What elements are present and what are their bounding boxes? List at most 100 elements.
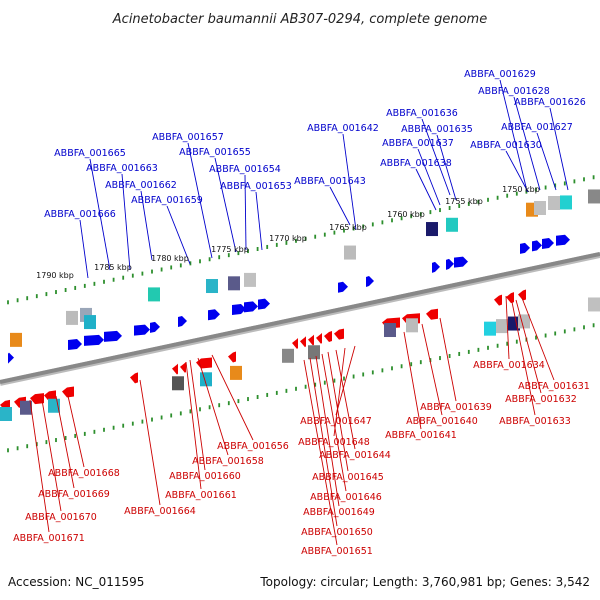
gene-leader-line [139, 379, 161, 506]
reverse-gene-arrow [308, 334, 314, 346]
gene-leader-line [140, 190, 153, 261]
kbp-tick-label: 1780 kbp [151, 254, 189, 263]
reverse-gene-arrow [30, 393, 44, 405]
gene-leader-line [55, 395, 75, 489]
kbp-tick-label: 1775 kbp [211, 245, 249, 254]
gene-leader-line [417, 148, 441, 206]
gene-label: ABBFA_001669 [38, 489, 110, 500]
similarity-block [588, 189, 600, 204]
forward-gene-arrow [542, 238, 554, 250]
gene-label: ABBFA_001662 [105, 180, 177, 191]
similarity-block [496, 319, 508, 334]
gene-label: ABBFA_001666 [44, 209, 116, 220]
genome-stats-text: Topology: circular; Length: 3,760,981 bp… [259, 575, 590, 589]
gene-label: ABBFA_001665 [54, 148, 126, 159]
gene-leader-line [421, 323, 443, 416]
forward-gene-arrow [150, 321, 160, 333]
gene-label: ABBFA_001635 [401, 124, 473, 135]
forward-gene-arrow [134, 324, 150, 336]
forward-gene-arrow [258, 298, 270, 310]
reverse-gene-arrow [334, 328, 344, 340]
gene-label: ABBFA_001643 [294, 176, 366, 187]
gene-labels: 1790 kbp 1785 kbp 1780 kbp 1775 kbp 1770 kbp… [13, 69, 590, 557]
gene-label: ABBFA_001634 [473, 360, 545, 371]
gene-label: ABBFA_001644 [319, 450, 391, 461]
gene-label: ABBFA_001631 [518, 381, 590, 392]
reverse-gene-arrow [518, 289, 526, 301]
gene-leader-line [121, 173, 131, 271]
gene-leader-line [327, 351, 349, 472]
forward-gene-arrow [84, 334, 104, 346]
forward-gene-arrow [178, 316, 187, 328]
similarity-block [426, 222, 438, 237]
forward-gene-arrow [104, 330, 122, 342]
reverse-gene-arrow [506, 292, 514, 304]
gene-label: ABBFA_001633 [499, 416, 571, 427]
gene-label: ABBFA_001646 [310, 492, 382, 503]
similarity-block [20, 400, 32, 415]
gene-label: ABBFA_001649 [303, 507, 375, 518]
similarity-block [148, 287, 160, 302]
gene-leader-line [187, 142, 213, 259]
gene-label: ABBFA_001664 [124, 506, 196, 517]
gene-label: ABBFA_001627 [501, 122, 573, 133]
label-leader-lines [29, 79, 569, 546]
gene-leader-line [333, 347, 346, 437]
gene-leader-line [79, 219, 89, 279]
reverse-gene-arrow [172, 363, 178, 375]
forward-gene-arrow [446, 258, 454, 270]
similarity-block [228, 276, 240, 291]
kbp-tick-label: 1755 kbp [445, 197, 483, 206]
gene-label: ABBFA_001653 [220, 181, 292, 192]
gene-label: ABBFA_001659 [131, 195, 203, 206]
reverse-gene-arrow [228, 351, 236, 363]
gene-label: ABBFA_001640 [406, 416, 478, 427]
gene-leader-line [315, 355, 340, 507]
gene-leader-line [211, 354, 254, 441]
gene-leader-line [41, 399, 62, 512]
forward-gene-arrow [454, 256, 468, 268]
gene-label: ABBFA_001658 [192, 456, 264, 467]
gene-leader-line [415, 168, 437, 211]
gene-leader-line [505, 150, 529, 193]
reverse-gene-arrow [494, 294, 502, 306]
reverse-gene-arrow [292, 338, 298, 350]
similarity-block [308, 345, 320, 360]
kbp-tick-label: 1750 kbp [502, 185, 540, 194]
gene-leader-line [499, 79, 528, 192]
similarity-block [548, 196, 560, 211]
reverse-gene-arrow [44, 390, 56, 402]
gene-label: ABBFA_001647 [300, 416, 372, 427]
similarity-block [344, 245, 356, 260]
map-title: Acinetobacter baumannii AB307-0294, comp… [112, 12, 487, 27]
genome-backbone [0, 251, 600, 384]
gene-label: ABBFA_001660 [169, 471, 241, 482]
gene-label: ABBFA_001629 [464, 69, 536, 80]
forward-gene-arrow [366, 276, 374, 288]
forward-gene-arrow [8, 352, 14, 364]
gene-leader-line [536, 132, 557, 191]
similarity-block [484, 321, 496, 336]
forward-gene-arrow [244, 301, 258, 313]
gene-leader-line [29, 399, 50, 533]
forward-gene-arrow [432, 261, 440, 273]
gene-label: ABBFA_001648 [298, 437, 370, 448]
similarity-block [200, 372, 212, 387]
reverse-gene-arrow [62, 386, 74, 398]
forward-gene-arrow [338, 281, 348, 293]
gene-leader-line [197, 357, 229, 456]
gene-label: ABBFA_001656 [217, 441, 289, 452]
gene-leader-line [521, 297, 555, 381]
similarity-block [172, 376, 184, 391]
forward-gene-arrow [520, 242, 530, 254]
similarity-block [534, 200, 546, 215]
gene-label: ABBFA_001654 [209, 164, 281, 175]
reverse-gene-arrow [300, 336, 306, 348]
gene-leader-line [214, 157, 237, 253]
gene-leader-line [505, 295, 510, 360]
gene-features [0, 189, 600, 421]
forward-gene-arrow [208, 309, 220, 321]
gene-leader-line [515, 299, 542, 394]
gene-leader-line [255, 191, 263, 251]
